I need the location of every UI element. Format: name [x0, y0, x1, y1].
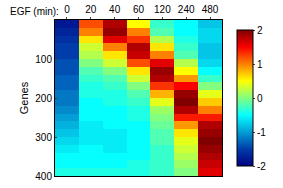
svg-text:40: 40	[109, 4, 121, 15]
svg-text:200: 200	[35, 93, 52, 104]
svg-text:120: 120	[154, 4, 171, 15]
svg-text:0: 0	[257, 93, 263, 104]
svg-text:EGF (min):: EGF (min):	[10, 6, 59, 17]
svg-text:100: 100	[35, 54, 52, 65]
svg-text:20: 20	[85, 4, 97, 15]
svg-text:-1: -1	[257, 127, 266, 138]
svg-text:-2: -2	[257, 161, 266, 172]
svg-text:Genes: Genes	[18, 81, 30, 114]
svg-text:1: 1	[257, 59, 263, 70]
svg-text:480: 480	[202, 4, 219, 15]
svg-text:240: 240	[178, 4, 195, 15]
svg-text:2: 2	[257, 25, 263, 36]
svg-text:400: 400	[35, 171, 52, 182]
svg-text:0: 0	[64, 4, 70, 15]
svg-text:300: 300	[35, 132, 52, 143]
svg-text:60: 60	[133, 4, 145, 15]
